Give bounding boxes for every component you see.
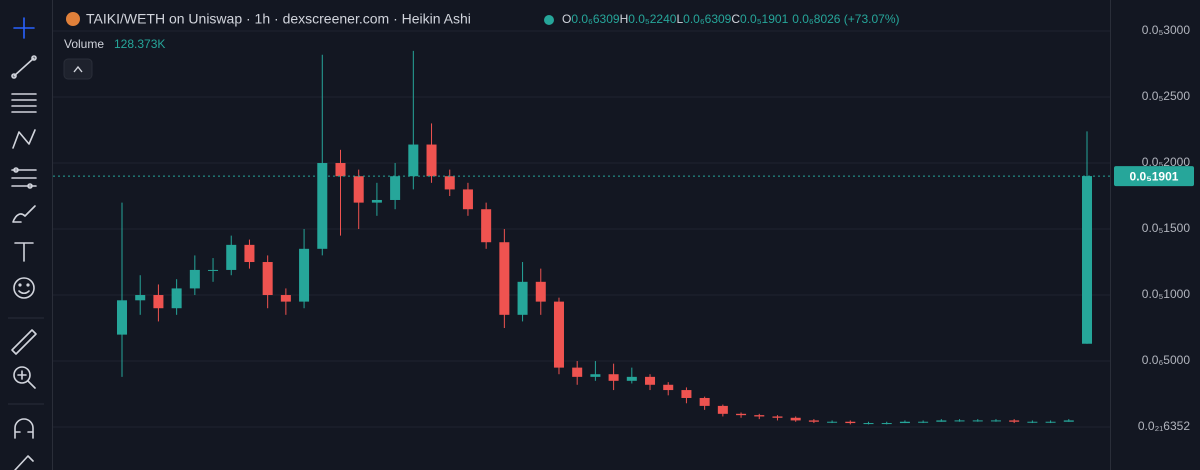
- candle-body: [189, 269, 200, 289]
- candle-body: [899, 421, 910, 424]
- candle-body: [772, 416, 783, 418]
- candle-body: [353, 176, 364, 203]
- collapse-button[interactable]: [63, 58, 93, 80]
- y-tick-label: 0.0₅1500: [1142, 221, 1191, 235]
- lock-tool[interactable]: [14, 455, 34, 470]
- candle-body: [153, 295, 164, 309]
- candle-body: [116, 300, 128, 335]
- candle-body: [1063, 420, 1074, 422]
- candle-body: [299, 248, 310, 302]
- candle-body: [371, 199, 382, 203]
- candle-body: [681, 390, 692, 398]
- candle-body: [390, 176, 401, 200]
- candle-body: [699, 397, 710, 406]
- candle-body: [444, 176, 455, 190]
- candle-body: [135, 295, 146, 301]
- pattern-tool[interactable]: [12, 129, 36, 149]
- candle-body: [408, 144, 419, 177]
- crosshair-tool[interactable]: [13, 17, 35, 39]
- candle-body: [1009, 420, 1020, 422]
- candle-body: [535, 281, 546, 302]
- candle-body: [280, 295, 291, 302]
- ohlc-legend: O0.0₆6309H0.0₅2240L0.0₆6309C0.0₅1901 0.0₆…: [562, 12, 900, 26]
- candle-body: [736, 413, 747, 416]
- candle-body: [954, 420, 965, 422]
- candle-body: [226, 244, 237, 270]
- candle-body: [317, 163, 328, 249]
- ohlc-change: 0.0₆8026 (+73.07%): [792, 12, 899, 26]
- fib-tool[interactable]: [11, 93, 37, 113]
- candle-body: [972, 420, 983, 422]
- ohlc-key: C: [731, 12, 740, 26]
- y-tick-label: 0.0₅3000: [1142, 23, 1191, 37]
- candle-body: [1081, 176, 1093, 344]
- y-tick-label: 0.0₂₁6352: [1138, 419, 1190, 433]
- emoji-tool[interactable]: [13, 277, 35, 299]
- candle-body: [335, 163, 346, 177]
- ohlc-key: H: [620, 12, 629, 26]
- candle-body: [881, 423, 892, 425]
- candle-body: [626, 376, 637, 381]
- ohlc-value: 0.0₅1901: [740, 12, 789, 26]
- candle-body: [754, 415, 765, 417]
- candle-body: [1045, 421, 1056, 423]
- candle-body: [645, 376, 656, 385]
- zoom-tool[interactable]: [13, 366, 36, 389]
- magnet-tool[interactable]: [14, 418, 34, 439]
- candle-body: [608, 374, 619, 381]
- candle-body: [481, 209, 492, 243]
- toolbar-icons: [8, 17, 44, 470]
- toolbar: [0, 0, 52, 470]
- candle-body: [717, 405, 728, 414]
- prediction-tool[interactable]: [11, 167, 37, 189]
- candle-body: [663, 384, 674, 391]
- candle-body: [808, 420, 819, 422]
- candle-body: [572, 367, 583, 377]
- candle-body: [208, 269, 219, 271]
- chart-title: TAIKI/WETH on Uniswap · 1h · dexscreener…: [86, 11, 471, 27]
- status-dot: [544, 15, 554, 25]
- candle-body: [553, 301, 564, 368]
- volume-label: Volume: [64, 37, 104, 51]
- token-logo: [66, 12, 80, 26]
- y-tick-label: 0.0₅1000: [1142, 287, 1191, 301]
- candle-body: [517, 281, 528, 315]
- candle-body: [990, 420, 1001, 422]
- ohlc-key: L: [676, 12, 683, 26]
- ohlc-value: 0.0₆6309: [571, 12, 620, 26]
- candle-body: [426, 144, 437, 177]
- y-tick-label: 0.0₅2500: [1142, 89, 1191, 103]
- candle-body: [1027, 421, 1038, 423]
- candle-body: [590, 374, 601, 377]
- candle-body: [863, 423, 874, 425]
- text-tool[interactable]: [14, 242, 34, 262]
- brush-tool[interactable]: [12, 205, 36, 223]
- last-price-label: 0.0₅1901: [1130, 169, 1179, 183]
- ohlc-key: O: [562, 12, 571, 26]
- trendline-tool[interactable]: [11, 55, 37, 79]
- ohlc-value: 0.0₅2240: [628, 12, 677, 26]
- candle-body: [827, 421, 838, 423]
- candle-body: [462, 189, 473, 210]
- y-tick-label: 0.0₆5000: [1142, 353, 1191, 367]
- collapse-icon: [73, 65, 83, 73]
- candle-body: [845, 421, 856, 424]
- candle-body: [244, 244, 255, 263]
- volume-value: 128.373K: [114, 37, 165, 51]
- candle-body: [936, 420, 947, 422]
- last-price-box: [1114, 166, 1194, 187]
- ruler-tool[interactable]: [11, 329, 37, 355]
- candle-body: [262, 262, 273, 296]
- y-tick-label: 0.0₅2000: [1142, 155, 1191, 169]
- header: TAIKI/WETH on Uniswap · 1h · dexscreener…: [63, 11, 900, 80]
- candle-body: [171, 288, 182, 309]
- candle-body: [499, 242, 510, 315]
- candle-body: [918, 421, 929, 423]
- ohlc-value: 0.0₆6309: [683, 12, 732, 26]
- candle-body: [790, 417, 801, 421]
